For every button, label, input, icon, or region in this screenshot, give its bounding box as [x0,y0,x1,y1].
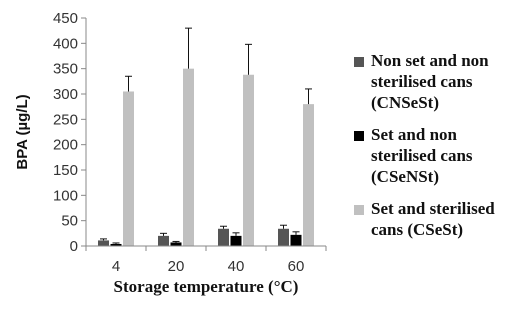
x-tick-label: 40 [228,258,245,275]
x-tick-label: 60 [288,258,305,275]
y-tick-label: 200 [53,137,78,154]
y-tick-label: 100 [53,187,78,204]
bar [243,74,254,246]
legend-label: (CNSeSt) [371,93,439,112]
bar [290,234,302,246]
legend-label: sterilised cans [371,72,473,91]
legend-label: Set and sterilised [371,199,495,218]
y-tick-label: 400 [53,35,78,52]
legend-label: Set and non [371,125,458,144]
bar [170,242,182,246]
bar [278,228,289,246]
x-axis-label: Storage temperature (°C) [114,277,299,296]
y-tick-label: 250 [53,111,78,128]
bar [98,240,109,246]
x-tick-label: 20 [168,258,185,275]
x-axis-ticks: 4 20 40 60 [85,246,327,275]
bar [123,91,134,246]
bar [183,68,194,247]
legend-swatch [354,205,364,215]
y-tick-label: 300 [53,86,78,103]
y-axis-label: BPA (µg/L) [14,94,31,169]
legend-label: (CSeNSt) [371,167,439,186]
y-tick-label: 350 [53,61,78,78]
error-bars [100,27,312,244]
bar [230,235,242,246]
legend-swatch [354,131,364,141]
legend-swatch [354,57,364,67]
y-axis-ticks: 0 50 100 150 200 250 300 350 400 450 [53,10,86,255]
bar [303,104,314,246]
y-tick-label: 50 [61,213,78,230]
bar [158,235,169,246]
x-tick-label: 4 [112,258,120,275]
y-tick-label: 0 [70,238,78,255]
legend: Non set and non sterilised cans (CNSeSt) Se… [354,51,495,239]
y-tick-label: 450 [53,10,78,27]
bar [110,243,122,246]
legend-label: cans (CSeSt) [371,220,463,239]
y-tick-label: 150 [53,162,78,179]
legend-label: Non set and non [371,51,489,70]
legend-label: sterilised cans [371,146,473,165]
bars [98,68,314,247]
bar [218,228,229,246]
